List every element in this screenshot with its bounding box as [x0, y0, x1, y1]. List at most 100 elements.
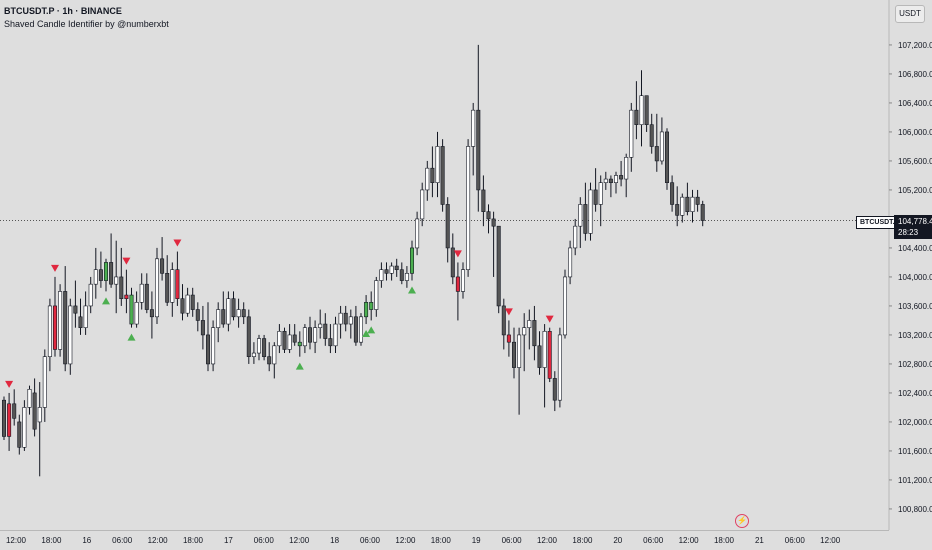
y-tick-label: 105,600.0 — [898, 157, 932, 166]
candle — [598, 175, 603, 227]
candle — [333, 316, 338, 354]
lightning-icon[interactable]: ⚡ — [735, 514, 749, 528]
candle-body — [17, 421, 22, 448]
currency-button[interactable]: USDT — [895, 5, 925, 23]
candle-body — [165, 273, 170, 303]
candle-body — [119, 276, 124, 299]
x-tick-label: 12:00 — [395, 536, 416, 545]
candle — [675, 186, 680, 227]
candle — [119, 247, 124, 306]
candle — [644, 95, 649, 132]
candle — [175, 251, 180, 306]
candle-body — [409, 247, 414, 274]
candle-body — [318, 323, 323, 328]
candle-body — [155, 258, 160, 318]
candle-body — [562, 276, 567, 336]
x-tick-label: 12:00 — [6, 536, 27, 545]
candle — [262, 334, 267, 361]
candle — [557, 327, 562, 408]
x-tick-label: 06:00 — [785, 536, 806, 545]
candle — [155, 247, 160, 325]
candle — [634, 81, 639, 140]
candle-body — [471, 109, 476, 147]
candle-body — [272, 345, 277, 365]
candle-body — [639, 95, 644, 125]
candle — [63, 266, 68, 372]
candle-body — [226, 298, 231, 325]
candle-body — [557, 334, 562, 401]
candle — [216, 302, 221, 343]
candle — [88, 276, 93, 314]
time-axis[interactable]: 12:00 18:00 16 06:00 12:00 18:00 17 06:00 12:00 1… — [6, 536, 841, 545]
candle — [12, 389, 17, 426]
y-tick-label: 104,400.0 — [898, 244, 932, 253]
candle-body — [7, 403, 12, 437]
chart-title[interactable]: BTCUSDT.P · 1h · BINANCE — [4, 6, 122, 16]
candle — [124, 269, 129, 314]
y-tick-label: 103,600.0 — [898, 302, 932, 311]
candle — [282, 327, 287, 354]
candle — [501, 298, 506, 350]
candle-body — [22, 407, 27, 448]
candle-body — [573, 225, 578, 249]
x-tick-label: 12:00 — [679, 536, 700, 545]
candle — [690, 189, 695, 223]
x-tick-label: 18:00 — [183, 536, 204, 545]
candle-body — [455, 276, 460, 292]
candle — [639, 70, 644, 147]
candle-body — [537, 345, 542, 368]
y-tick-label: 101,200.0 — [898, 476, 932, 485]
shaved-bear-marker — [453, 250, 462, 258]
candle-body — [236, 309, 241, 318]
shaved-bear-marker — [51, 264, 59, 272]
symbol-tag: BTCUSDT.P — [856, 216, 904, 229]
candle-body — [58, 291, 63, 350]
candle — [568, 240, 573, 285]
x-tick-label: 18:00 — [572, 536, 593, 545]
y-tick-label: 104,000.0 — [898, 273, 932, 282]
shaved-bull-marker — [295, 362, 304, 370]
candle-body — [404, 273, 409, 281]
candle-body — [670, 182, 675, 205]
candle — [287, 324, 292, 354]
candle — [394, 258, 399, 277]
candle-body — [445, 204, 450, 249]
y-tick-label: 105,200.0 — [898, 186, 932, 195]
candle — [511, 327, 516, 379]
x-tick-label: 12:00 — [820, 536, 841, 545]
candle-body — [1, 399, 7, 437]
candle — [613, 171, 618, 194]
candle — [379, 262, 384, 288]
candle-body — [144, 283, 149, 310]
candle-body — [333, 323, 338, 347]
candle-body — [98, 269, 103, 281]
candle-body — [267, 356, 272, 365]
indicator-name[interactable]: Shaved Candle Identifier by @numberxbt — [4, 19, 169, 29]
candle — [547, 327, 552, 383]
candle — [608, 175, 613, 198]
candle — [68, 298, 73, 375]
candle-body — [353, 316, 358, 343]
candle-body — [588, 189, 593, 234]
candle — [517, 327, 522, 415]
candle — [328, 324, 333, 354]
candle-body — [486, 211, 491, 220]
candle — [496, 225, 501, 314]
shaved-bull-marker — [127, 333, 136, 341]
candle-body — [369, 302, 374, 310]
candle-body — [93, 269, 98, 285]
candle — [323, 313, 328, 346]
candle-body — [206, 334, 211, 365]
candle-body — [323, 323, 328, 339]
candle-body — [63, 291, 68, 365]
candle-body — [307, 327, 312, 343]
candle — [450, 233, 455, 285]
shaved-bear-marker — [5, 380, 14, 388]
candle — [542, 324, 547, 408]
last-price-value: 104,778.4 — [898, 217, 932, 226]
candle-body — [695, 196, 700, 205]
candle-body — [603, 178, 608, 183]
candle — [256, 334, 261, 361]
shaved-markers — [5, 239, 554, 388]
